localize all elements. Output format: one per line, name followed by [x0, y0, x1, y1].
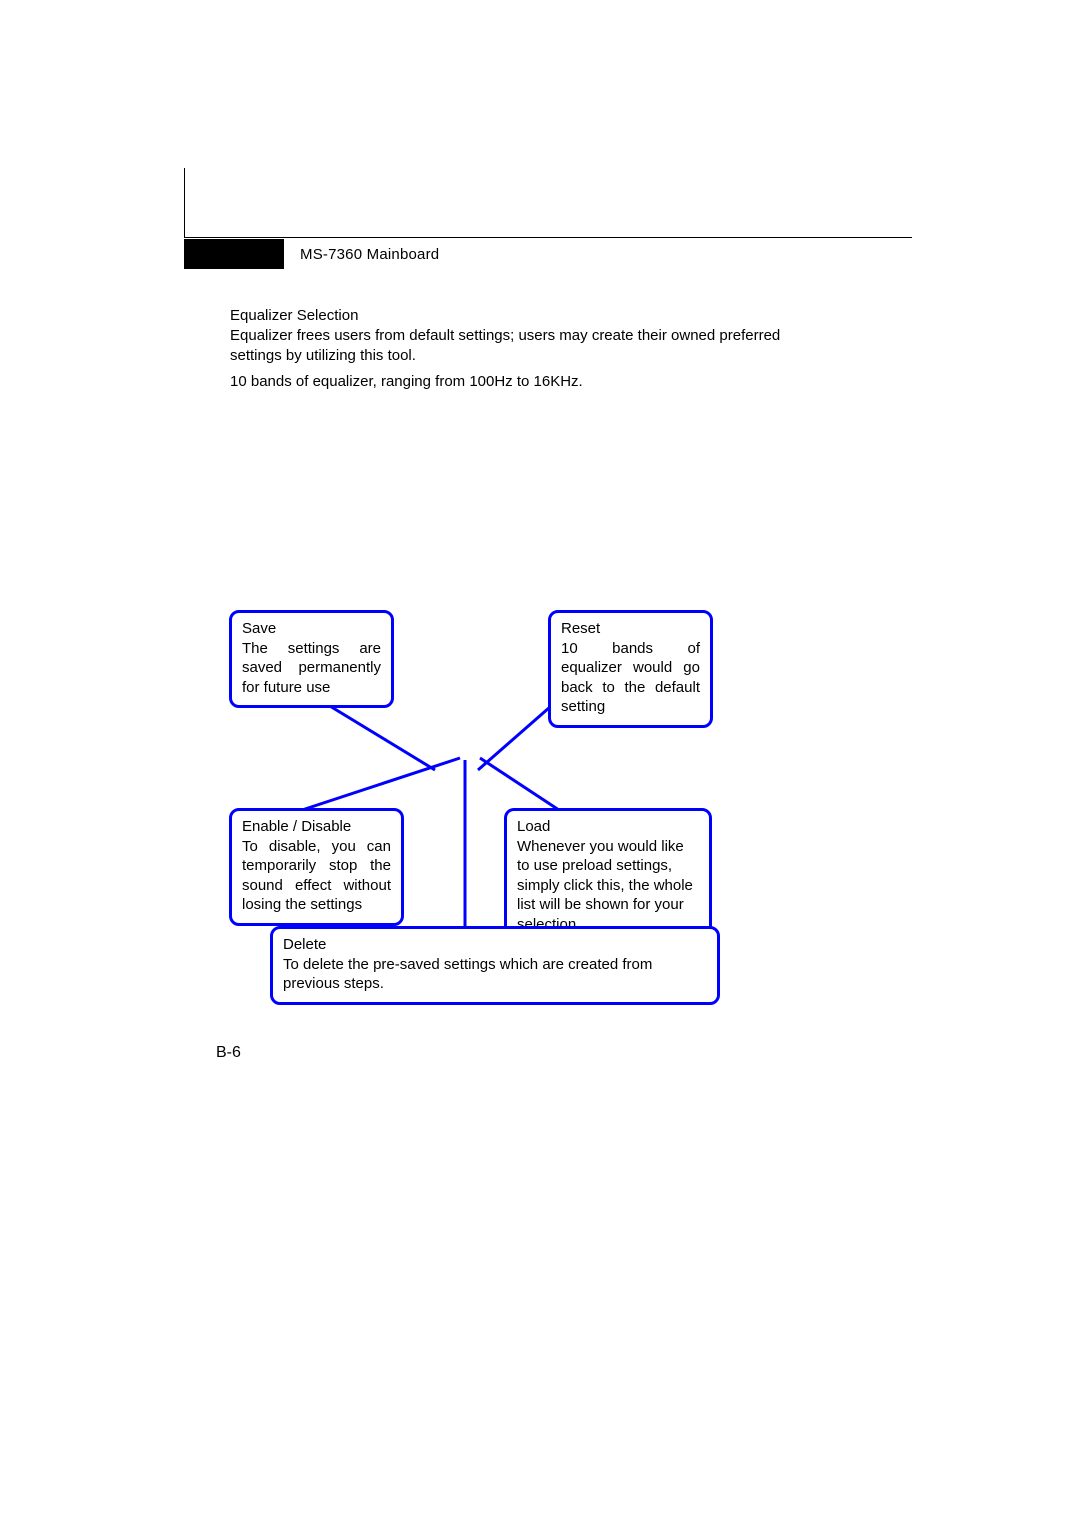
callout-load: Load Whenever you would like to use prel…	[504, 808, 712, 945]
header-black-box	[184, 239, 284, 269]
connector-lines	[0, 0, 1080, 1526]
callout-reset-desc: 10 bands of equalizer would go back to t…	[561, 639, 700, 717]
callout-save-title: Save	[242, 619, 381, 639]
callout-enable: Enable / Disable To disable, you can tem…	[229, 808, 404, 926]
section-para-1: Equalizer frees users from default setti…	[230, 326, 830, 367]
section-para-2: 10 bands of equalizer, ranging from 100H…	[230, 372, 830, 392]
callout-reset: Reset 10 bands of equalizer would go bac…	[548, 610, 713, 728]
callout-load-desc: Whenever you would like to use preload s…	[517, 837, 699, 935]
header-rule	[184, 237, 912, 238]
callout-save-desc: The settings are saved permanently for f…	[242, 639, 381, 698]
callout-delete: Delete To delete the pre-saved settings …	[270, 926, 720, 1005]
callout-save: Save The settings are saved permanently …	[229, 610, 394, 708]
callout-load-title: Load	[517, 817, 699, 837]
callout-delete-title: Delete	[283, 935, 707, 955]
callout-enable-desc: To disable, you can temporarily stop the…	[242, 837, 391, 915]
callout-delete-desc: To delete the pre-saved settings which a…	[283, 955, 707, 994]
callout-enable-title: Enable / Disable	[242, 817, 391, 837]
page-number: B-6	[216, 1044, 241, 1062]
section-title: Equalizer Selection	[230, 306, 358, 326]
header-product: MS-7360 Mainboard	[300, 246, 439, 263]
callout-reset-title: Reset	[561, 619, 700, 639]
vertical-rule	[184, 168, 185, 238]
